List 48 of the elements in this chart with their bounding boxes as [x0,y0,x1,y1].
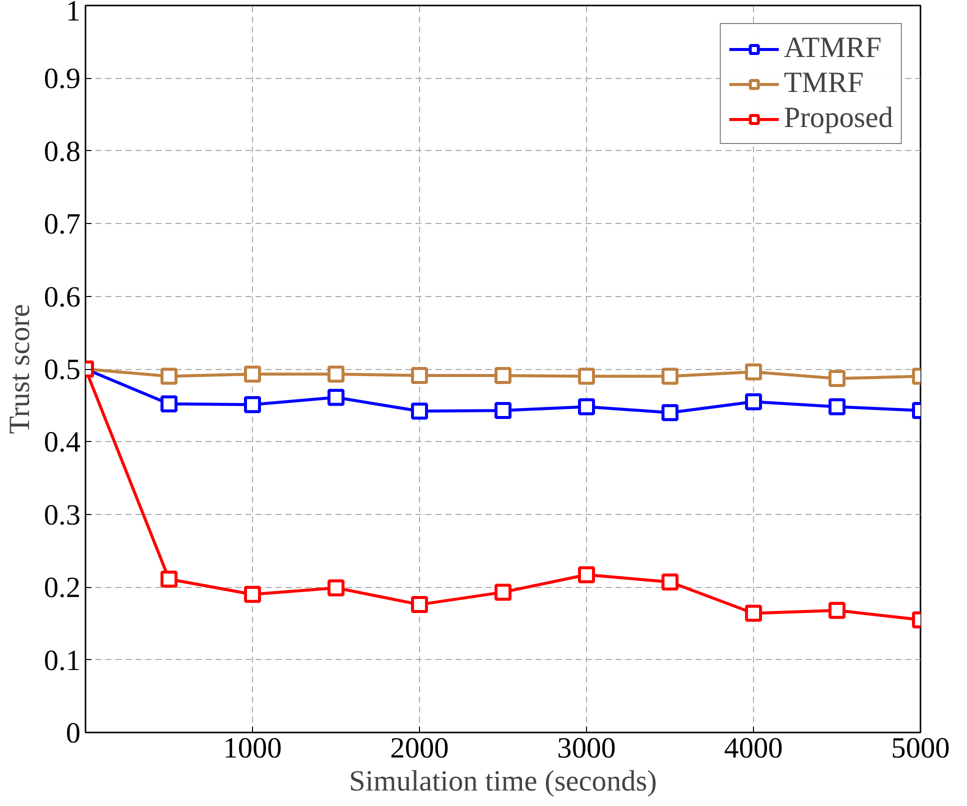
legend-label: TMRF [784,67,864,100]
point [745,604,762,622]
point [745,393,762,410]
y-tick-label: 0.6 [44,281,81,314]
point [160,395,178,412]
point [244,366,261,383]
x-tick-label: 5000 [891,732,950,764]
x-tick-label: 2000 [390,732,449,764]
y-tick-label: 0.4 [44,426,81,459]
x-tick-label: 1000 [223,732,282,764]
point [328,388,344,406]
point [411,596,428,614]
legend-label: ATMRF [784,32,882,65]
y-tick-label: 0 [66,718,81,750]
point [494,584,512,601]
point [160,368,178,385]
x-tick-label: 4000 [724,732,783,764]
point [328,366,344,383]
y-tick-label: 0.8 [44,136,81,168]
point [745,363,762,380]
point [578,398,595,416]
y-tick-label: 0.1 [44,644,81,677]
y-axis-title: Trust score [4,304,36,434]
point [494,367,512,384]
point [244,396,261,414]
legend-label: Proposed [784,102,893,135]
point [828,370,846,387]
y-tick-label: 1 [66,0,81,28]
point [494,402,512,419]
point [662,404,678,422]
x-tick-label: 3000 [557,732,616,764]
point [828,602,846,619]
y-tick-label: 0.5 [44,354,81,386]
y-tick-label: 0.2 [44,572,81,604]
point [328,579,344,596]
point [578,368,595,385]
point [828,398,846,416]
y-tick-label: 0.9 [44,63,81,96]
point [662,574,678,591]
point [662,368,678,385]
point [160,570,178,588]
x-axis-title: Simulation time (seconds) [349,766,657,798]
point [411,402,428,420]
point [244,586,261,603]
point [411,367,428,384]
y-tick-label: 0.3 [44,499,81,532]
point [578,566,595,584]
y-tick-label: 0.7 [44,208,81,241]
